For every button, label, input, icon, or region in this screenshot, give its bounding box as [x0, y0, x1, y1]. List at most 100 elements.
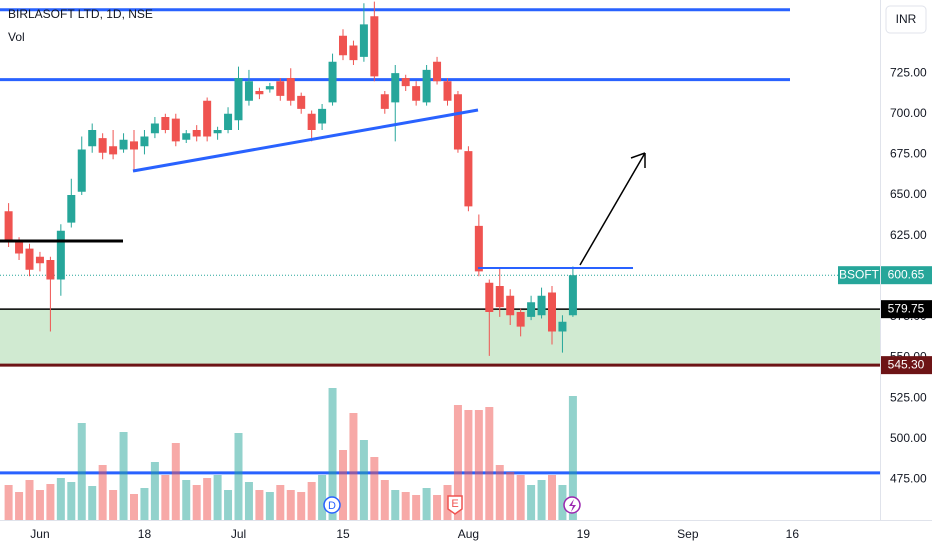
- volume-bar: [328, 388, 337, 520]
- x-tick-label: 19: [577, 527, 591, 541]
- arrow: [579, 152, 646, 266]
- candle-body: [276, 81, 285, 96]
- volume-bar: [370, 457, 379, 520]
- earnings-marker-label: E: [451, 498, 458, 510]
- candle-body: [192, 130, 201, 137]
- candle-body: [203, 100, 212, 137]
- volume-bar: [433, 495, 442, 520]
- currency-button[interactable]: [885, 5, 927, 34]
- level-label: 579.75: [888, 301, 925, 315]
- candle-body: [88, 130, 97, 147]
- x-tick-label: 15: [336, 527, 350, 541]
- candle-body: [339, 35, 347, 56]
- volume-bar: [140, 488, 149, 520]
- candle-body: [422, 69, 431, 103]
- candle-body: [485, 282, 494, 312]
- volume-bar: [56, 478, 65, 520]
- candle-body: [516, 312, 525, 327]
- volume-bar: [119, 432, 128, 520]
- volume-bar: [422, 488, 431, 520]
- x-tick-label: Sep: [677, 527, 699, 541]
- volume-bar: [15, 492, 24, 520]
- arrow-head: [630, 152, 646, 168]
- x-tick-label: Jun: [30, 527, 49, 541]
- volume-bar: [401, 492, 410, 520]
- volume-bar: [67, 482, 76, 520]
- volume-bar: [88, 486, 97, 520]
- volume-bar: [527, 485, 536, 520]
- candle-body: [370, 16, 379, 77]
- volume-label: Vol: [8, 30, 25, 44]
- volume-bar: [380, 480, 389, 520]
- volume-bar: [339, 450, 347, 520]
- candle-body: [46, 260, 55, 280]
- volume-bar: [224, 490, 233, 520]
- volume-bar: [568, 396, 577, 520]
- candle-body: [67, 195, 76, 223]
- candle-body: [412, 86, 421, 101]
- level-label: 545.30: [888, 357, 925, 371]
- y-tick-label: 725.00: [890, 65, 927, 79]
- candle-body: [307, 113, 316, 130]
- volume-bar: [182, 480, 191, 520]
- candle-body: [265, 86, 274, 90]
- volume-bar: [192, 485, 201, 520]
- volume-bar: [558, 485, 567, 520]
- volume-bar: [171, 443, 180, 520]
- volume-bar: [265, 492, 274, 520]
- candle-body: [391, 73, 400, 103]
- x-tick-label: 18: [138, 527, 152, 541]
- candle-body: [255, 91, 264, 95]
- lightning-icon: [569, 499, 576, 512]
- volume-bar: [359, 440, 368, 520]
- volume-bar: [4, 485, 13, 520]
- volume-bar: [255, 490, 264, 520]
- volume-bar: [453, 405, 462, 520]
- level-label-box: [881, 300, 932, 319]
- candle-body: [443, 81, 452, 101]
- x-tick-label: Jul: [231, 527, 246, 541]
- candle-body: [213, 130, 222, 134]
- candle-body: [558, 321, 567, 332]
- volume-bar: [495, 465, 504, 520]
- candle-body: [548, 292, 556, 332]
- y-tick-label: 675.00: [890, 147, 927, 161]
- earnings-marker[interactable]: [447, 495, 463, 515]
- candle-body: [244, 81, 253, 101]
- trend-line: [132, 108, 479, 173]
- volume-bar: [150, 462, 159, 520]
- candle-body: [35, 256, 44, 264]
- y-tick-label: 525.00: [890, 390, 927, 404]
- dividend-marker[interactable]: [323, 496, 341, 514]
- candle-body: [77, 149, 86, 192]
- candle-body: [15, 242, 24, 254]
- candle-body: [109, 146, 118, 155]
- x-tick-label: 16: [786, 527, 800, 541]
- candle-body: [359, 24, 368, 57]
- volume-bar: [297, 492, 306, 520]
- candle-body: [527, 302, 536, 317]
- volume-bar: [46, 484, 55, 520]
- volume-bar: [286, 490, 295, 520]
- volume-bar: [244, 482, 253, 520]
- volume-bar: [98, 465, 107, 520]
- volume-bar: [130, 494, 138, 520]
- candle-body: [453, 94, 462, 150]
- volume-bar: [474, 410, 483, 520]
- candle-body: [140, 136, 149, 147]
- last-price-box: [881, 266, 932, 285]
- volume-bar: [213, 475, 222, 520]
- last-price-label: 600.65: [888, 267, 925, 281]
- candle-body: [464, 151, 473, 207]
- symbol-label: BSOFT: [839, 267, 880, 281]
- candle-body: [98, 138, 107, 153]
- y-tick-label: 500.00: [890, 431, 927, 445]
- candle-body: [297, 95, 306, 109]
- candle-body: [328, 61, 337, 103]
- volume-bar: [391, 490, 400, 520]
- volume-bar: [35, 490, 44, 520]
- candle-body: [380, 94, 389, 109]
- candle-body: [349, 45, 358, 61]
- x-tick-label: Aug: [458, 527, 479, 541]
- candle-body: [506, 295, 515, 316]
